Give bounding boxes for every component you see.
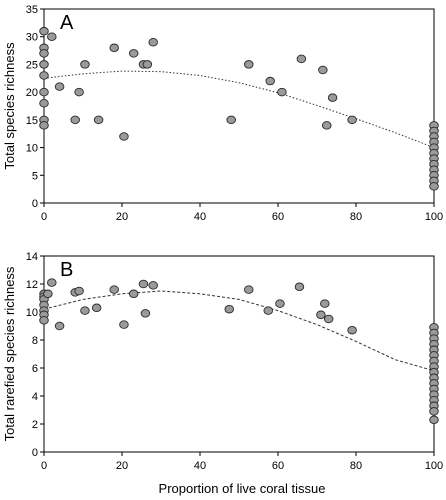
panel-b-data-point [43,289,53,299]
panel-a-data-point [93,115,104,125]
panel-a-letter: A [60,12,74,34]
panel-a-data-point [429,182,439,191]
panel-a-y-tick-label: 30 [26,32,38,44]
panel-b-data-point [138,279,149,289]
panel-b-data-point [119,320,129,329]
panel-a-y-tick-label: 20 [26,87,38,99]
panel-a-data-point [54,82,65,91]
panel-b-x-tick-label: 80 [350,460,362,472]
panel-a-data-point [70,115,80,125]
panel-b-x-tick-label: 100 [425,460,443,472]
panel-a-data-point [39,49,49,58]
panel-a-y-tick-label: 15 [26,115,38,127]
panel-b-data-point [429,415,439,425]
panel-b-data-point [148,281,158,290]
panel-a-x-tick-label: 100 [425,211,443,223]
panel-b-data-point [347,325,357,335]
panel-b-data-point [91,303,102,313]
panel-b-data-point [294,282,305,292]
panel-a-data-point [148,38,158,47]
panel-b-data-point [429,407,439,416]
panel-b-data-point [128,289,139,299]
panel-a-y-axis-title: Total species richness [2,42,17,170]
panel-b-data-point [243,285,254,294]
panel-b-x-tick-label: 20 [116,460,128,472]
panel-b-data-point [275,299,285,308]
panel-b-data-point [54,321,65,331]
panel-a-y-tick-label: 5 [32,170,38,182]
panel-b-data-point [263,306,274,315]
panel-b-y-tick-label: 4 [32,391,38,403]
panel-b-data-point [39,316,49,325]
panel-b-x-tick-label: 40 [194,460,206,472]
panel-b-y-tick-label: 10 [26,307,38,319]
panel-b-y-axis-title: Total rarefied species richness [2,266,17,441]
panel-b-data-point [320,299,330,308]
panel-a-data-point [128,49,139,58]
panel-a-x-tick-label: 80 [350,211,362,223]
panel-a-data-point [347,115,357,125]
panel-a-x-tick-label: 60 [272,211,284,223]
panel-a: 0 5 10 15 20 25 30 35 0 20 40 60 80 100 Total species … [2,4,443,223]
panel-a-y-tick-label: 35 [26,4,38,16]
panel-b: 0 2 4 6 8 10 12 14 0 20 40 60 80 100 Total rarefied sp… [2,251,443,472]
panel-a-x-tick-label: 40 [194,211,206,223]
panel-b-y-tick-label: 2 [32,419,38,431]
panel-a-data-point [277,87,287,97]
panel-a-plot-frame [43,8,435,204]
panel-b-y-tick-label: 12 [26,279,38,291]
panel-a-data-point [39,121,49,130]
panel-a-y-tick-label: 0 [32,198,38,210]
panel-a-trend-line [43,70,435,149]
panel-a-data-point [142,60,153,69]
panel-a-data-point [80,60,90,69]
panel-b-data-point [47,278,57,287]
panel-a-data-point [226,115,236,125]
panel-b-y-tick-label: 6 [32,363,38,375]
panel-a-data-point [109,43,119,53]
panel-a-data-point [296,54,307,64]
panel-b-data-point [109,285,119,294]
panel-a-x-tick-label: 0 [41,211,47,223]
panel-b-data-point [316,310,326,320]
panel-b-data-point [323,314,334,324]
panel-a-data-point [47,32,57,41]
panel-a-data-point [39,60,49,69]
panel-a-data-point [119,132,129,141]
panel-a-y-tick-label: 10 [26,143,38,155]
panel-b-y-tick-label: 0 [32,447,38,459]
panel-a-data-point [318,65,328,75]
panel-a-data-point [39,26,49,36]
panel-b-data-point [140,309,151,318]
panel-a-data-point [39,98,49,108]
panel-a-data-point [322,121,332,130]
panel-a-data-point [243,60,254,69]
panel-b-trend-line [43,290,435,372]
panel-b-y-tick-label: 8 [32,335,38,347]
panel-a-data-point [39,71,49,80]
panel-b-x-tick-label: 60 [272,460,284,472]
panel-b-x-tick-label: 0 [41,460,47,472]
panel-b-data-point [74,286,84,296]
panel-a-data-point [39,87,49,97]
panel-a-x-tick-label: 20 [116,211,128,223]
panel-a-data-point [74,87,84,97]
panel-b-data-point [224,304,234,314]
panel-a-data-point [265,76,275,86]
panel-a-y-tick-label: 25 [26,59,38,71]
x-axis-title: Proportion of live coral tissue [159,481,326,496]
panel-a-data-point [327,93,338,102]
panel-b-y-tick-label: 14 [26,251,38,263]
panel-b-letter: B [60,259,73,281]
panel-b-plot-frame [43,255,435,453]
panel-b-data-point [80,306,90,315]
